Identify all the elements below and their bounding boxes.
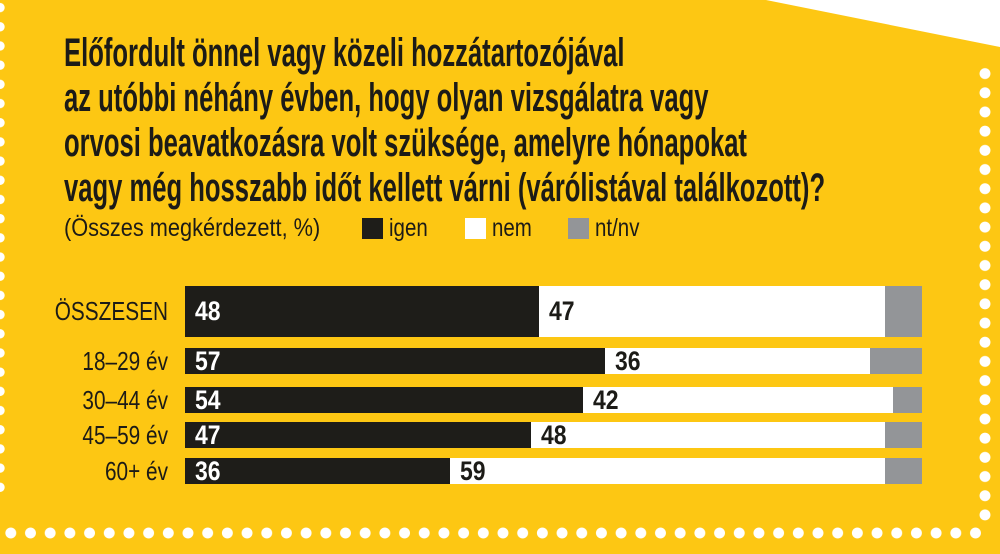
bar-segment-igen: 57 bbox=[185, 348, 606, 374]
bar-segment-igen: 48 bbox=[185, 286, 539, 337]
bar-segment-ntnv bbox=[885, 458, 922, 484]
chart-row: 18–29 év 57 36 bbox=[0, 345, 1000, 376]
stacked-bar: 48 47 bbox=[185, 286, 922, 337]
dotted-border-left bbox=[0, 0, 10, 500]
bar-segment-nem: 47 bbox=[538, 286, 886, 337]
value-label-igen: 54 bbox=[195, 387, 221, 413]
value-label-nem: 36 bbox=[615, 348, 641, 374]
bar-segment-nem: 42 bbox=[582, 387, 893, 413]
bar-segment-nem: 48 bbox=[531, 422, 886, 448]
legend-swatch-nem bbox=[465, 217, 486, 239]
legend-label-ntnv: nt/nv bbox=[595, 213, 640, 242]
legend-swatch-igen bbox=[362, 217, 383, 239]
chart-caption: (Összes megkérdezett, %) bbox=[64, 214, 321, 242]
value-label-igen: 48 bbox=[195, 296, 221, 326]
chart-row: 30–44 év 54 42 bbox=[0, 384, 1000, 415]
bar-segment-nem: 36 bbox=[605, 348, 871, 374]
bar-segment-ntnv bbox=[885, 286, 922, 337]
value-label-nem: 47 bbox=[548, 296, 575, 326]
category-label: 30–44 év bbox=[82, 384, 168, 415]
value-label-nem: 48 bbox=[541, 422, 567, 448]
bar-segment-nem: 59 bbox=[450, 458, 886, 484]
chart-title: Előfordult önnel vagy közeli hozzátartoz… bbox=[64, 31, 826, 210]
value-label-igen: 47 bbox=[195, 422, 221, 448]
category-label: ÖSSZESEN bbox=[54, 296, 168, 326]
stacked-bar: 57 36 bbox=[185, 348, 922, 374]
chart-row: ÖSSZESEN 48 47 bbox=[0, 286, 1000, 337]
legend-item-igen: igen bbox=[362, 214, 436, 242]
legend-item-ntnv: nt/nv bbox=[568, 214, 649, 242]
dotted-border-bottom bbox=[1, 527, 989, 539]
bar-segment-ntnv bbox=[892, 387, 922, 413]
legend-item-nem: nem bbox=[465, 214, 541, 242]
value-label-nem: 42 bbox=[592, 387, 619, 413]
bar-segment-igen: 36 bbox=[185, 458, 451, 484]
category-label: 45–59 év bbox=[82, 419, 168, 450]
chart-row: 60+ év 36 59 bbox=[0, 455, 1000, 486]
stacked-bar: 54 42 bbox=[185, 387, 922, 413]
dotted-border-right bbox=[979, 64, 991, 525]
bar-segment-ntnv bbox=[885, 422, 922, 448]
legend-label-igen: igen bbox=[389, 213, 428, 242]
stacked-bar: 47 48 bbox=[185, 422, 922, 448]
value-label-nem: 59 bbox=[460, 458, 486, 484]
bar-segment-igen: 47 bbox=[185, 422, 532, 448]
value-label-igen: 36 bbox=[195, 458, 221, 484]
chart-row: 45–59 év 47 48 bbox=[0, 419, 1000, 450]
legend-label-nem: nem bbox=[492, 213, 532, 242]
value-label-igen: 57 bbox=[195, 348, 221, 374]
category-label: 18–29 év bbox=[82, 345, 168, 376]
bar-segment-igen: 54 bbox=[185, 387, 583, 413]
stacked-bar: 36 59 bbox=[185, 458, 922, 484]
category-label: 60+ év bbox=[104, 455, 168, 486]
legend-swatch-ntnv bbox=[568, 217, 589, 239]
bar-segment-ntnv bbox=[870, 348, 922, 374]
